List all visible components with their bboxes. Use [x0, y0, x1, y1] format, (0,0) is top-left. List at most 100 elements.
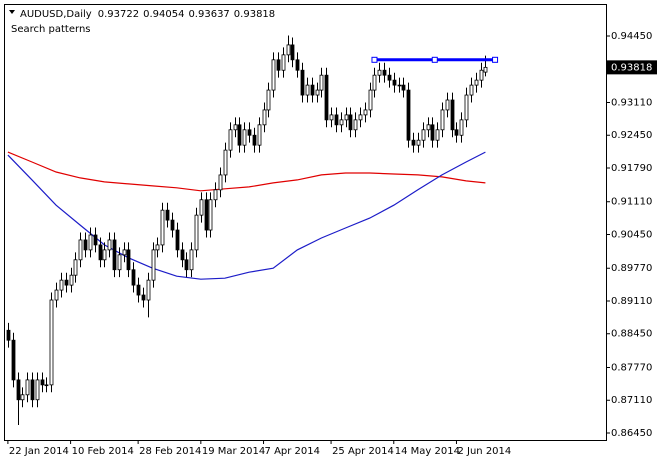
- candle-body: [440, 109, 445, 131]
- y-tick-label: 0.87110: [611, 395, 652, 406]
- candle-body: [445, 99, 450, 111]
- candle-body: [107, 239, 112, 251]
- candle-body: [35, 379, 40, 401]
- candle-body: [334, 114, 339, 126]
- candle-body: [155, 244, 160, 251]
- x-tick-label: 19 Mar 2014: [202, 446, 265, 457]
- y-tick-label: 0.89110: [611, 296, 652, 307]
- candle-body: [329, 114, 334, 121]
- chart-header: AUDUSD,Daily 0.93722 0.94054 0.93637 0.93818: [20, 9, 275, 20]
- y-tick-label: 0.90450: [611, 229, 652, 240]
- candle-body: [69, 274, 74, 286]
- x-tick-label: 10 Feb 2014: [72, 446, 134, 457]
- candle-body: [295, 59, 300, 71]
- moving-average-line: [7, 151, 486, 280]
- candle-body: [30, 379, 35, 401]
- candle-body: [160, 209, 165, 246]
- x-tick-label: 14 May 2014: [395, 446, 460, 457]
- candle-body: [194, 214, 199, 251]
- candle-body: [223, 149, 228, 176]
- candle-body: [59, 279, 64, 291]
- x-tick-label: 25 Apr 2014: [332, 446, 394, 457]
- candle-body: [122, 249, 127, 256]
- candle-body: [450, 99, 455, 131]
- candle-body: [276, 59, 281, 71]
- candle-body: [324, 74, 329, 121]
- candle-body: [64, 279, 69, 286]
- candle-body: [189, 249, 194, 271]
- moving-average-line: [7, 151, 486, 192]
- candle-body: [44, 384, 49, 387]
- trend-handle: [431, 56, 438, 63]
- candle-body: [165, 209, 170, 221]
- candle-body: [435, 129, 440, 141]
- candle-body: [281, 54, 286, 71]
- candle-body: [175, 229, 180, 251]
- candle-body: [348, 114, 353, 131]
- open-value: 0.93722: [98, 9, 139, 20]
- candle-body: [382, 69, 387, 76]
- candle-body: [319, 74, 324, 91]
- candle-body: [310, 84, 315, 96]
- candle-body: [459, 119, 464, 136]
- candle-body: [233, 124, 238, 131]
- candle-body: [377, 69, 382, 76]
- candle-body: [6, 329, 11, 341]
- candle-body: [397, 84, 402, 87]
- y-tick-label: 0.93110: [611, 97, 652, 108]
- x-tick-label: 22 Jan 2014: [9, 446, 69, 457]
- y-tick-label: 0.89770: [611, 263, 652, 274]
- candle-body: [247, 129, 252, 136]
- candle-body: [300, 69, 305, 96]
- candle-body: [242, 129, 247, 146]
- plot-frame: [4, 4, 607, 441]
- candle-body: [73, 259, 78, 276]
- chart-title: AUDUSD,Daily: [20, 9, 92, 20]
- y-tick-label: 0.91790: [611, 163, 652, 174]
- y-tick-label: 0.91110: [611, 197, 652, 208]
- candle-body: [392, 79, 397, 86]
- candle-body: [218, 174, 223, 191]
- candle-body: [170, 219, 175, 231]
- candle-body: [271, 59, 276, 91]
- candle-body: [406, 89, 411, 141]
- candle-body: [98, 244, 103, 261]
- candle-body: [454, 129, 459, 136]
- candle-body: [426, 124, 431, 131]
- high-value: 0.94054: [143, 9, 184, 20]
- price-box: [607, 60, 657, 75]
- candle-body: [363, 109, 368, 116]
- candle-body: [78, 239, 83, 261]
- candle-body: [199, 199, 204, 216]
- candle-body: [416, 139, 421, 146]
- candle-body: [483, 66, 488, 73]
- menu-icon: [9, 10, 15, 14]
- candle-body: [286, 44, 291, 56]
- candle-body: [252, 134, 257, 146]
- x-tick-label: 2 Jun 2014: [457, 446, 511, 457]
- candle-body: [315, 89, 320, 96]
- candle-body: [339, 119, 344, 126]
- y-tick-label: 0.88450: [611, 329, 652, 340]
- price-box-label: 0.93818: [611, 62, 652, 73]
- candle-body: [213, 189, 218, 201]
- candle-body: [421, 129, 426, 141]
- candle-body: [151, 249, 156, 281]
- candle-body: [126, 249, 131, 271]
- y-tick-label: 0.87770: [611, 362, 652, 373]
- candle-body: [49, 299, 54, 386]
- candle-body: [358, 114, 363, 121]
- candle-body: [131, 269, 136, 286]
- low-value: 0.93637: [188, 9, 229, 20]
- candle-body: [305, 84, 310, 96]
- candle-body: [117, 254, 122, 271]
- candle-body: [20, 394, 25, 401]
- candle-body: [146, 279, 151, 301]
- candle-body: [228, 129, 233, 151]
- candle-body: [11, 339, 16, 381]
- x-tick-label: 28 Feb 2014: [139, 446, 201, 457]
- candle-body: [411, 139, 416, 146]
